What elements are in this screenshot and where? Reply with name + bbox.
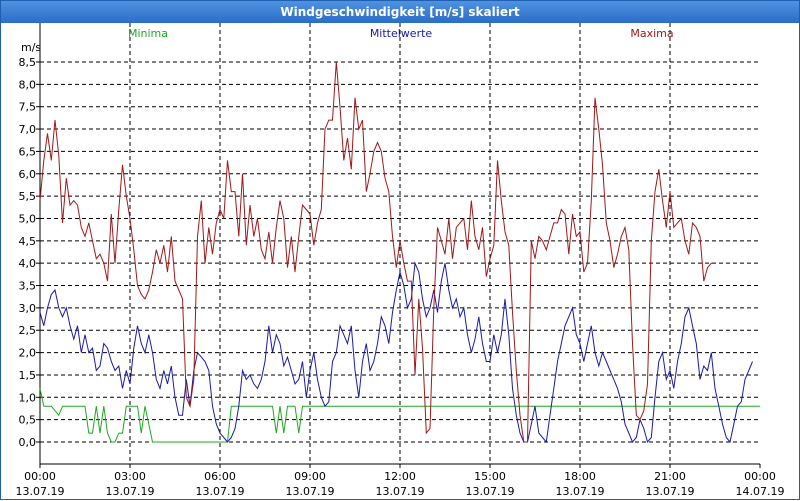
- y-tick-label: 7,5: [19, 101, 37, 114]
- x-tick-time: 00:00: [744, 470, 776, 483]
- x-tick-date: 13.07.19: [106, 485, 155, 498]
- y-tick-label: 4,5: [19, 235, 37, 248]
- y-tick-label: 4,0: [19, 257, 37, 270]
- y-tick-label: 8,5: [19, 56, 37, 69]
- y-tick-label: 8,0: [19, 78, 37, 91]
- y-tick-label: 5,5: [19, 190, 37, 203]
- y-tick-label: 5,0: [19, 212, 37, 225]
- x-tick-time: 00:00: [24, 470, 56, 483]
- x-tick-time: 15:00: [474, 470, 506, 483]
- y-tick-label: 2,5: [19, 324, 37, 337]
- x-tick-date: 13.07.19: [466, 485, 515, 498]
- x-tick-time: 09:00: [294, 470, 326, 483]
- y-tick-label: 3,0: [19, 302, 37, 315]
- x-tick-date: 13.07.19: [286, 485, 335, 498]
- series-lines: [39, 61, 760, 444]
- vertical-gridlines: [39, 23, 761, 468]
- y-tick-label: 0,0: [19, 436, 37, 449]
- x-tick-labels: 00:00 13.07.19 03:00 13.07.19 06:00 13.07.19 0…: [16, 470, 785, 498]
- y-tick-label: 7,0: [19, 123, 37, 136]
- x-tick-time: 12:00: [384, 470, 416, 483]
- x-tick-time: 03:00: [114, 470, 146, 483]
- chart-title: Windgeschwindigkeit [m/s] skaliert: [1, 1, 799, 23]
- y-tick-label: 6,5: [19, 145, 37, 158]
- legend-mittelwerte: Mittelwerte: [370, 27, 433, 40]
- x-tick-date: 13.07.19: [16, 485, 65, 498]
- y-tick-label: 3,5: [19, 280, 37, 293]
- x-tick-time: 21:00: [654, 470, 686, 483]
- series-line-maxima: [39, 61, 715, 443]
- x-tick-date: 13.07.19: [646, 485, 695, 498]
- series-line-minima: [39, 388, 760, 443]
- x-tick-date: 14.07.19: [736, 485, 785, 498]
- x-tick-time: 18:00: [564, 470, 596, 483]
- y-axis-label: m/s: [21, 41, 41, 54]
- x-tick-date: 13.07.19: [196, 485, 245, 498]
- y-tick-label: 2,0: [19, 347, 37, 360]
- series-line-mittelwerte: [39, 261, 753, 444]
- x-tick-date: 13.07.19: [556, 485, 605, 498]
- y-tick-label: 6,0: [19, 168, 37, 181]
- legend-minima: Minima: [128, 27, 168, 40]
- y-tick-labels: 0,0 0,5 1,0 1,5 2,0 2,5 3,0 3,5 4,0 4,5 5,0 5,5 6,0 6…: [19, 56, 37, 449]
- x-tick-time: 06:00: [204, 470, 236, 483]
- y-tick-label: 0,5: [19, 414, 37, 427]
- x-tick-date: 13.07.19: [376, 485, 425, 498]
- legend-maxima: Maxima: [630, 27, 673, 40]
- y-tick-label: 1,5: [19, 369, 37, 382]
- y-tick-label: 1,0: [19, 391, 37, 404]
